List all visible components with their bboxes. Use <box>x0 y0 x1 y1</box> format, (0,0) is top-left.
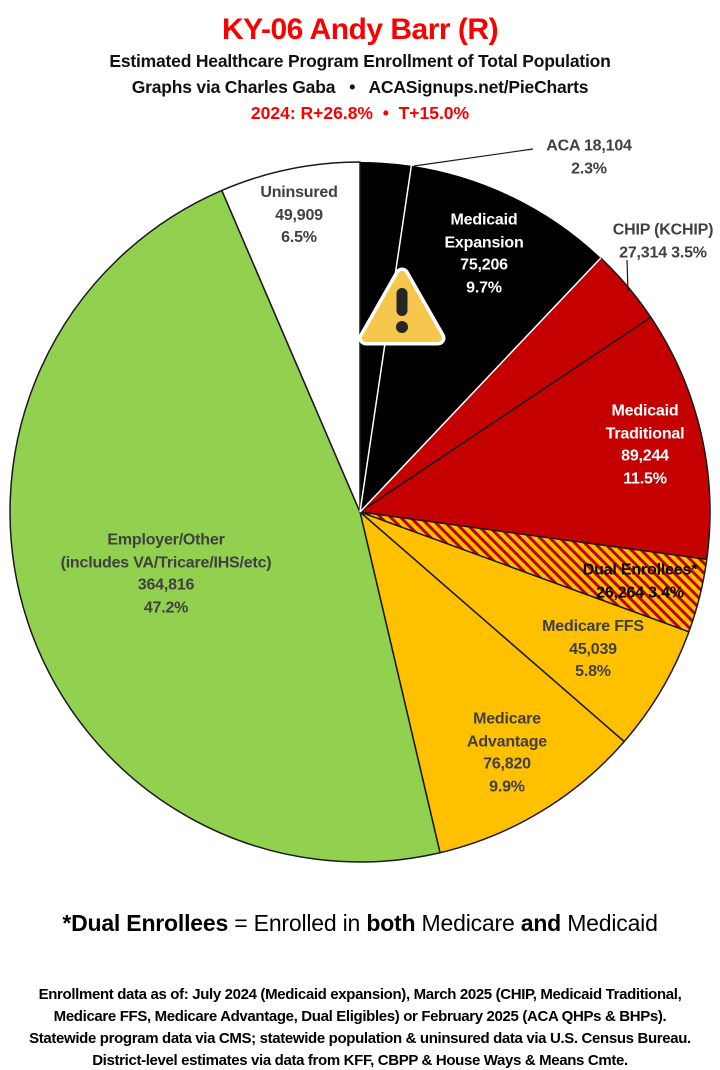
note-segment: and <box>520 910 562 936</box>
chart-subtitle: Estimated Healthcare Program Enrollment … <box>109 51 611 71</box>
credit-line: Graphs via Charles Gaba • ACASignups.net… <box>131 77 589 97</box>
footer: Enrollment data as of: July 2024 (Medica… <box>0 984 720 1070</box>
pie-slice-uninsured <box>221 161 361 513</box>
note-segment: Medicaid <box>561 910 658 936</box>
footer-line: District-level estimates via data from K… <box>92 1052 628 1069</box>
note-segment: = Enrolled in <box>228 910 367 936</box>
pie-slice-medicaid-expansion <box>360 165 601 513</box>
pie-slice-medicaid-traditional <box>359 316 711 561</box>
leader-line-chip-kchip <box>626 259 629 293</box>
note-segment: *Dual Enrollees <box>62 910 229 936</box>
pie-slice-employer-other-includes-va-tricare-ihs-etc <box>9 189 441 863</box>
slice-separator <box>359 257 602 513</box>
footer-line: Statewide program data via CMS; statewid… <box>29 1030 691 1047</box>
note-segment: Medicare <box>415 910 521 936</box>
header: KY-06 Andy Barr (R) Estimated Healthcare… <box>0 0 720 126</box>
dual-enrollees-note: *Dual Enrollees = Enrolled in both Medic… <box>0 908 720 938</box>
warning-icon <box>358 267 446 346</box>
footer-line: Medicare FFS, Medicare Advantage, Dual E… <box>53 1008 667 1025</box>
note-segment: both <box>366 910 416 936</box>
partisan-lean: 2024: R+26.8% • T+15.0% <box>250 103 470 123</box>
leader-line-aca <box>413 148 534 167</box>
footer-line: Enrollment data as of: July 2024 (Medica… <box>38 986 682 1003</box>
pie-slice-medicare-advantage <box>359 511 625 854</box>
pie-slice-medicare-ffs <box>359 511 690 743</box>
district-title: KY-06 Andy Barr (R) <box>221 13 499 46</box>
